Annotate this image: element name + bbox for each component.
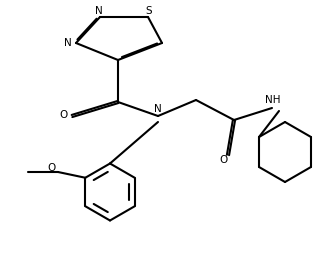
- Text: O: O: [219, 155, 227, 165]
- Text: N: N: [95, 6, 103, 16]
- Text: NH: NH: [265, 95, 281, 105]
- Text: N: N: [64, 38, 72, 48]
- Text: O: O: [59, 110, 67, 120]
- Text: N: N: [154, 104, 162, 114]
- Text: S: S: [146, 6, 152, 16]
- Text: O: O: [47, 163, 55, 173]
